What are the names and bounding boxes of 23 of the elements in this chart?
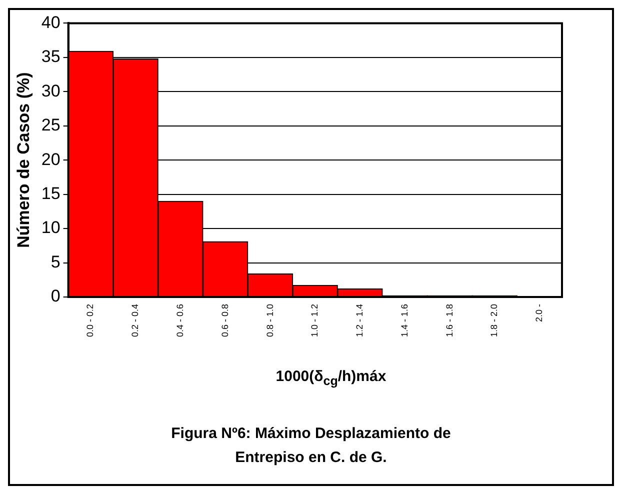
y-tick-label: 15 — [41, 184, 60, 203]
x-tick-label: 0.2 - 0.4 — [130, 304, 140, 338]
x-tick-label: 1.8 - 2.0 — [489, 304, 500, 338]
y-axis-title: Número de Casos (%) — [14, 72, 33, 248]
x-tick-label: 1.2 - 1.4 — [354, 304, 365, 338]
y-tick-label: 10 — [41, 218, 60, 238]
x-tick-label: 0.4 - 0.6 — [174, 304, 185, 338]
x-tick-label: 1.0 - 1.2 — [310, 304, 320, 338]
x-tick-label: 1.4 - 1.6 — [399, 304, 410, 338]
y-tick-label: 25 — [41, 116, 60, 135]
x-axis-title: 1000(δ$_{cg}$/h)máx — [274, 368, 388, 388]
x-tick-label: 0.6 - 0.8 — [220, 304, 230, 338]
x-tick-label: 2.0 - — [534, 304, 544, 322]
x-tick-label: 0.8 - 1.0 — [264, 304, 275, 338]
y-tick-label: 40 — [41, 12, 60, 32]
y-tick-label: 30 — [41, 81, 60, 100]
y-tick-label: 35 — [41, 47, 60, 66]
y-tick-label: 5 — [50, 252, 60, 272]
text: Figura Nº6: Máximo Desplazamiento de Entrepiso en C. de G. — [170, 424, 452, 468]
x-tick-label: 0.0 - 0.2 — [85, 304, 96, 338]
y-tick-label: 20 — [41, 150, 60, 169]
y-tick-label: 0 — [50, 286, 60, 306]
x-tick-label: 1.6 - 1.8 — [444, 304, 454, 338]
